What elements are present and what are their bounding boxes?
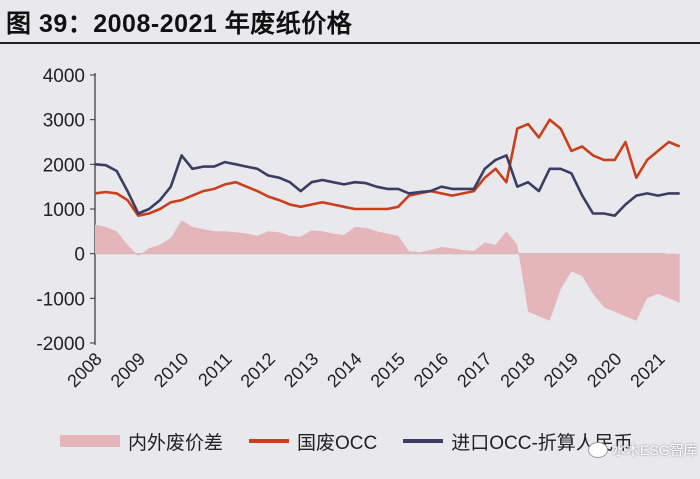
x-tick-label: 2013 <box>280 349 322 391</box>
x-tick-label: 2016 <box>410 349 452 391</box>
title-divider <box>0 42 700 44</box>
chart-marks <box>94 118 681 321</box>
y-tick-label: 1000 <box>43 200 85 221</box>
legend-swatch-domestic <box>249 439 290 443</box>
x-tick-label: 2010 <box>150 349 192 391</box>
watermark-text: 水木ESG智库 <box>612 442 698 458</box>
x-tick-label: 2011 <box>194 349 236 391</box>
legend-item-domestic: 国废OCC <box>249 428 377 455</box>
legend-label-imported: 进口OCC-折算人民币 <box>451 432 633 454</box>
y-tick-label: 2000 <box>43 155 85 176</box>
x-tick-label: 2019 <box>540 349 582 391</box>
x-tick-label: 2009 <box>107 349 149 391</box>
legend-item-imported: 进口OCC-折算人民币 <box>403 428 633 455</box>
y-tick-label: 4000 <box>43 66 85 87</box>
legend-label-domestic: 国废OCC <box>297 432 378 454</box>
series-line-imported-occ <box>94 154 680 217</box>
y-tick-label: -1000 <box>36 289 85 310</box>
legend-swatch-diff <box>60 435 120 447</box>
x-tick-label: 2017 <box>453 349 495 391</box>
y-tick-label: 3000 <box>43 111 85 132</box>
page-title: 图 39：2008-2021 年废纸价格 <box>6 10 353 38</box>
x-tick-label: 2014 <box>323 349 365 391</box>
legend-swatch-imported <box>403 439 444 443</box>
series-line-domestic-occ <box>94 118 681 217</box>
series-area-diff <box>95 220 680 321</box>
y-tick-label: 0 <box>74 245 85 266</box>
x-tick-label: 2015 <box>367 349 409 391</box>
x-tick-label: 2018 <box>496 349 538 391</box>
wechat-icon <box>588 442 608 458</box>
x-tick-label: 2021 <box>626 349 668 391</box>
legend-label-diff: 内外废价差 <box>128 432 224 454</box>
x-tick-label: 2020 <box>583 349 625 391</box>
chart-legend: 内外废价差 国废OCC 进口OCC-折算人民币 <box>60 426 659 456</box>
x-tick-label: 2008 <box>63 349 105 391</box>
legend-item-diff: 内外废价差 <box>60 428 223 455</box>
y-tick-label: -2000 <box>36 334 85 355</box>
x-tick-label: 2012 <box>237 349 279 391</box>
watermark: 水木ESG智库 <box>588 440 698 460</box>
